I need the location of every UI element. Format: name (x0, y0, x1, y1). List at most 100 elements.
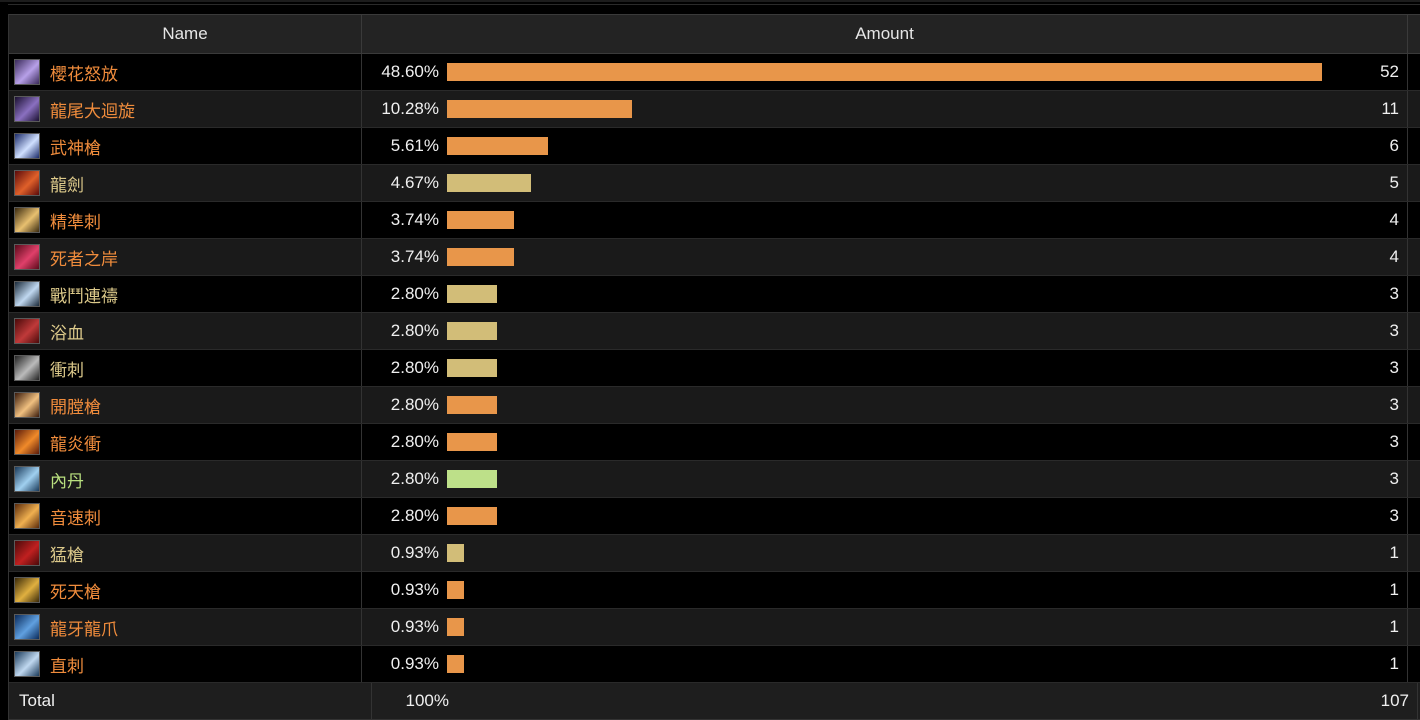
bar-track (447, 544, 1322, 562)
top-gap (8, 4, 1420, 15)
total-name-cell: Total (9, 683, 372, 719)
percent-value: 2.80% (390, 506, 439, 525)
table-header: Name Amount (9, 14, 1420, 54)
amount-bar (447, 470, 497, 488)
second-wind-icon (14, 466, 40, 492)
table-row[interactable]: 衝刺 2.80% 3 (9, 350, 1420, 387)
row-spacer (1408, 165, 1420, 201)
skill-name[interactable]: 龍牙龍爪 (50, 619, 118, 639)
table-row[interactable]: 龍尾大迴旋 10.28% 11 (9, 91, 1420, 128)
total-amount-cell: 100% 107 (372, 683, 1418, 719)
table-row[interactable]: 開膛槍 2.80% 3 (9, 387, 1420, 424)
skill-name[interactable]: 死天槍 (50, 582, 101, 602)
sakura-blossom-icon (14, 59, 40, 85)
skill-name[interactable]: 直刺 (50, 656, 84, 676)
amount-column-header[interactable]: Amount (362, 15, 1408, 53)
bar-track (447, 100, 1322, 118)
skill-name[interactable]: 精準刺 (50, 212, 101, 232)
row-spacer (1408, 128, 1420, 164)
row-spacer (1408, 91, 1420, 127)
sonic-thrust-icon (14, 503, 40, 529)
row-spacer (1408, 498, 1420, 534)
skill-name[interactable]: 猛槍 (50, 545, 84, 565)
count-value: 3 (1389, 506, 1399, 525)
header-spacer (1408, 15, 1420, 53)
skill-name[interactable]: 櫻花怒放 (50, 64, 118, 84)
skill-name[interactable]: 內丹 (50, 471, 84, 491)
table-row[interactable]: 精準刺 3.74% 4 (9, 202, 1420, 239)
table-row[interactable]: 武神槍 5.61% 6 (9, 128, 1420, 165)
skill-name[interactable]: 武神槍 (50, 138, 101, 158)
skill-name[interactable]: 龍炎衝 (50, 434, 101, 454)
name-column-header[interactable]: Name (9, 15, 362, 53)
skill-name[interactable]: 死者之岸 (50, 249, 118, 269)
percent-value: 3.74% (390, 247, 439, 266)
skill-name[interactable]: 開膛槍 (50, 397, 101, 417)
name-cell: 直刺 (9, 646, 362, 682)
amount-cell: 0.93% 1 (362, 572, 1408, 608)
skill-name[interactable]: 音速刺 (50, 508, 101, 528)
table-row[interactable]: 內丹 2.80% 3 (9, 461, 1420, 498)
name-cell: 猛槍 (9, 535, 362, 571)
row-spacer (1408, 239, 1420, 275)
row-spacer (1408, 350, 1420, 386)
amount-cell: 2.80% 3 (362, 461, 1408, 497)
amount-cell: 2.80% 3 (362, 276, 1408, 312)
name-cell: 開膛槍 (9, 387, 362, 423)
percent-value: 10.28% (381, 99, 439, 118)
row-spacer (1408, 572, 1420, 608)
table-row[interactable]: 死者之岸 3.74% 4 (9, 239, 1420, 276)
sprint-icon (14, 355, 40, 381)
skill-name[interactable]: 浴血 (50, 323, 84, 343)
skill-name[interactable]: 龍劍 (50, 175, 84, 195)
war-god-lance-icon (14, 133, 40, 159)
total-percent: 100% (405, 691, 449, 710)
blood-bath-icon (14, 318, 40, 344)
table-row[interactable]: 戰鬥連禱 2.80% 3 (9, 276, 1420, 313)
skill-name[interactable]: 戰鬥連禱 (50, 286, 118, 306)
amount-bar (447, 100, 632, 118)
table-row[interactable]: 猛槍 0.93% 1 (9, 535, 1420, 572)
amount-bar (447, 137, 548, 155)
amount-bar (447, 655, 464, 673)
fang-and-claw-icon (14, 614, 40, 640)
dragon-tail-spin-icon (14, 96, 40, 122)
row-spacer (1408, 54, 1420, 90)
table-row[interactable]: 死天槍 0.93% 1 (9, 572, 1420, 609)
table-row[interactable]: 櫻花怒放 48.60% 52 (9, 54, 1420, 91)
bar-track (447, 618, 1322, 636)
table-row[interactable]: 龍牙龍爪 0.93% 1 (9, 609, 1420, 646)
amount-bar (447, 285, 497, 303)
bar-track (447, 581, 1322, 599)
name-cell: 龍尾大迴旋 (9, 91, 362, 127)
name-cell: 櫻花怒放 (9, 54, 362, 90)
name-cell: 武神槍 (9, 128, 362, 164)
row-spacer (1408, 646, 1420, 682)
row-spacer (1408, 461, 1420, 497)
total-label: Total (19, 691, 55, 710)
count-value: 3 (1389, 284, 1399, 303)
name-cell: 精準刺 (9, 202, 362, 238)
precision-thrust-icon (14, 207, 40, 233)
name-cell: 龍牙龍爪 (9, 609, 362, 645)
percent-value: 0.93% (390, 654, 439, 673)
table-row[interactable]: 直刺 0.93% 1 (9, 646, 1420, 683)
bar-track (447, 433, 1322, 451)
count-value: 11 (1381, 99, 1399, 118)
count-value: 3 (1389, 469, 1399, 488)
table-row[interactable]: 龍劍 4.67% 5 (9, 165, 1420, 202)
amount-bar (447, 248, 514, 266)
table-row[interactable]: 音速刺 2.80% 3 (9, 498, 1420, 535)
table-row[interactable]: 龍炎衝 2.80% 3 (9, 424, 1420, 461)
amount-cell: 2.80% 3 (362, 350, 1408, 386)
skill-name[interactable]: 龍尾大迴旋 (50, 101, 135, 121)
percent-value: 3.74% (390, 210, 439, 229)
amount-bar (447, 174, 531, 192)
percent-value: 4.67% (390, 173, 439, 192)
dragonfire-dive-icon (14, 429, 40, 455)
total-count: 107 (1380, 691, 1409, 710)
table-row[interactable]: 浴血 2.80% 3 (9, 313, 1420, 350)
skill-name[interactable]: 衝刺 (50, 360, 84, 380)
row-spacer (1408, 424, 1420, 460)
count-value: 1 (1389, 654, 1399, 673)
